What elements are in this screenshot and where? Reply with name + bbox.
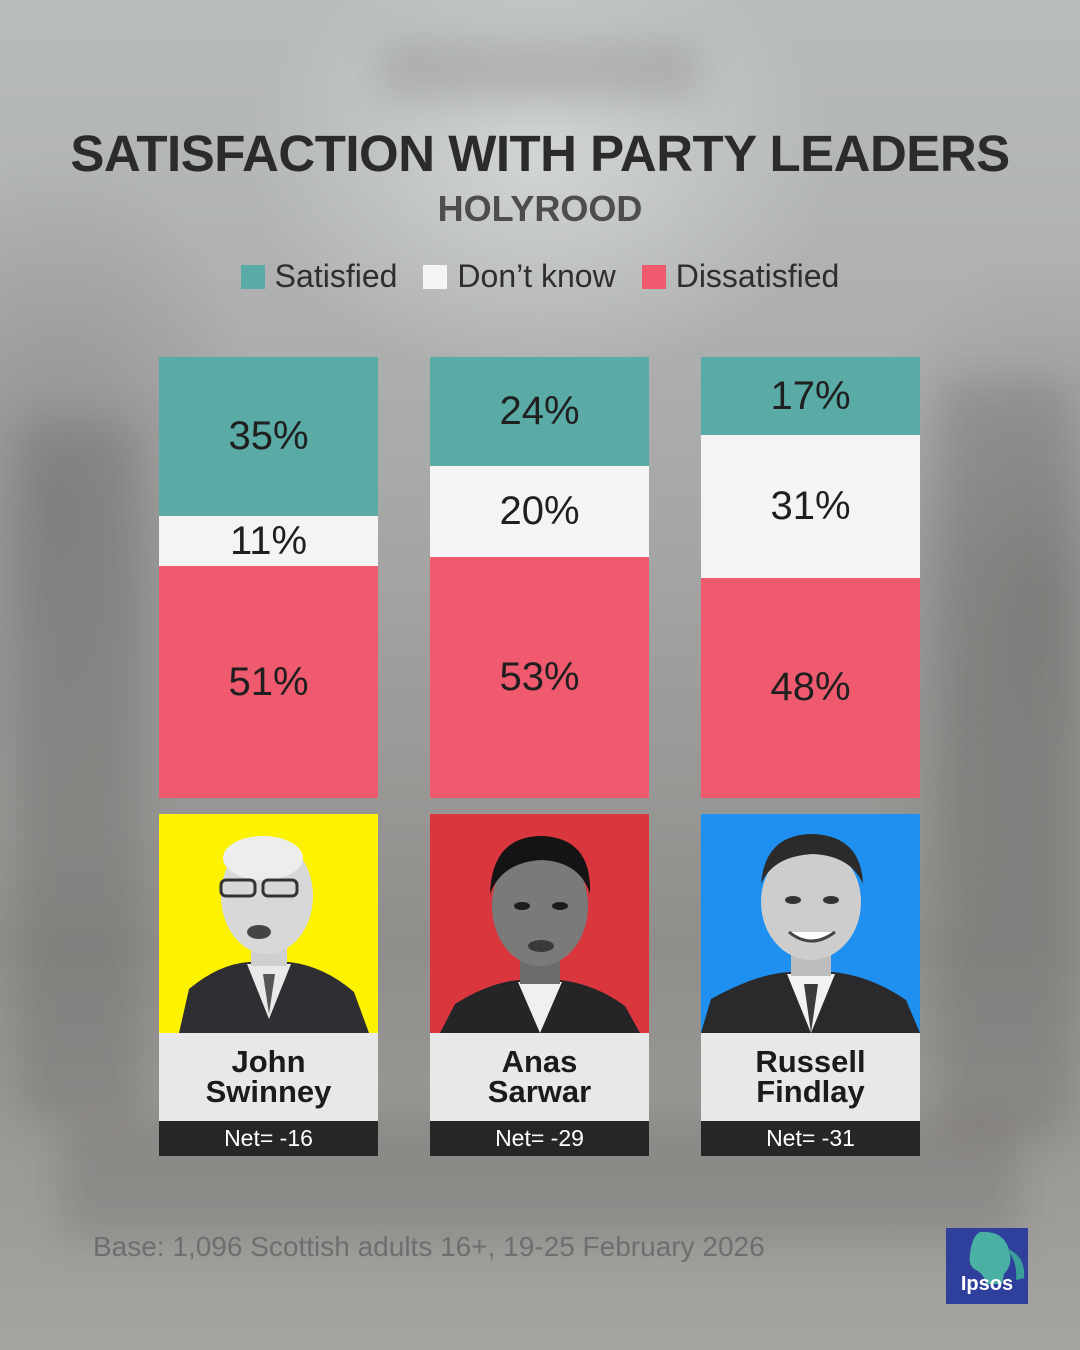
legend: Satisfied Don’t know Dissatisfied <box>0 258 1080 295</box>
bar-segment-satisfied: 24% <box>430 357 649 467</box>
data-label: 17% <box>770 373 851 418</box>
leader-column-sarwar: 24% 20% 53% Anas Sarwar Net= -29 <box>430 357 649 1156</box>
leader-first-name: Russell <box>755 1044 866 1079</box>
legend-swatch-satisfied <box>240 264 265 289</box>
data-label: 24% <box>499 389 580 434</box>
leader-photo <box>430 814 649 1033</box>
bar-segment-satisfied: 17% <box>701 357 920 436</box>
leader-name: Russell Findlay <box>701 1033 920 1121</box>
leader-name: John Swinney <box>159 1033 378 1121</box>
net-score: Net= -31 <box>701 1121 920 1156</box>
legend-label: Dissatisfied <box>675 258 840 294</box>
leader-photo <box>701 814 920 1033</box>
legend-swatch-dont-know <box>423 264 448 289</box>
stacked-bar: 35% 11% 51% <box>159 357 378 798</box>
stacked-bar: 17% 31% 48% <box>701 357 920 798</box>
stacked-bar: 24% 20% 53% <box>430 357 649 798</box>
data-label: 31% <box>770 483 851 528</box>
bar-segment-dissatisfied: 48% <box>701 577 920 798</box>
leader-column-swinney: 35% 11% 51% John Swinney Net= -16 <box>159 357 378 1156</box>
legend-swatch-dissatisfied <box>641 264 666 289</box>
data-label: 48% <box>770 665 851 710</box>
bar-segment-dissatisfied: 53% <box>430 557 649 798</box>
bar-segment-dont-know: 20% <box>430 466 649 558</box>
chart-title: SATISFACTION WITH PARTY LEADERS <box>70 125 1010 182</box>
data-label: 53% <box>499 655 580 699</box>
leader-column-findlay: 17% 31% 48% Russell Findlay Net= -31 <box>701 357 920 1156</box>
leader-name: Anas Sarwar <box>430 1033 649 1121</box>
bar-segment-dissatisfied: 51% <box>159 566 378 798</box>
net-score: Net= -16 <box>159 1121 378 1156</box>
base-footnote: Base: 1,096 Scottish adults 16+, 19-25 F… <box>93 1231 765 1262</box>
net-score: Net= -29 <box>430 1121 649 1156</box>
data-label: 11% <box>229 518 308 563</box>
ipsos-logo: Ipsos <box>946 1228 1028 1304</box>
leader-last-name: Swinney <box>205 1074 332 1109</box>
legend-item-satisfied: Satisfied <box>240 258 398 295</box>
bar-segment-dont-know: 31% <box>701 435 920 578</box>
bar-segment-dont-know: 11% <box>159 516 378 567</box>
legend-item-dissatisfied: Dissatisfied <box>641 258 840 295</box>
leader-photo <box>159 814 378 1033</box>
logo-head-icon <box>969 1231 1025 1284</box>
data-label: 35% <box>228 414 309 459</box>
leader-first-name: Anas <box>501 1044 578 1079</box>
bar-segment-satisfied: 35% <box>159 357 378 517</box>
leader-first-name: John <box>231 1044 306 1079</box>
legend-item-dont-know: Don’t know <box>423 258 616 295</box>
chart-subtitle: HOLYROOD <box>437 188 643 229</box>
leader-last-name: Findlay <box>756 1074 865 1109</box>
data-label: 51% <box>228 659 309 704</box>
legend-label: Satisfied <box>274 258 398 294</box>
leader-last-name: Sarwar <box>487 1074 592 1109</box>
logo-text: Ipsos <box>960 1273 1014 1295</box>
data-label: 20% <box>499 489 580 534</box>
legend-label: Don’t know <box>457 258 616 294</box>
